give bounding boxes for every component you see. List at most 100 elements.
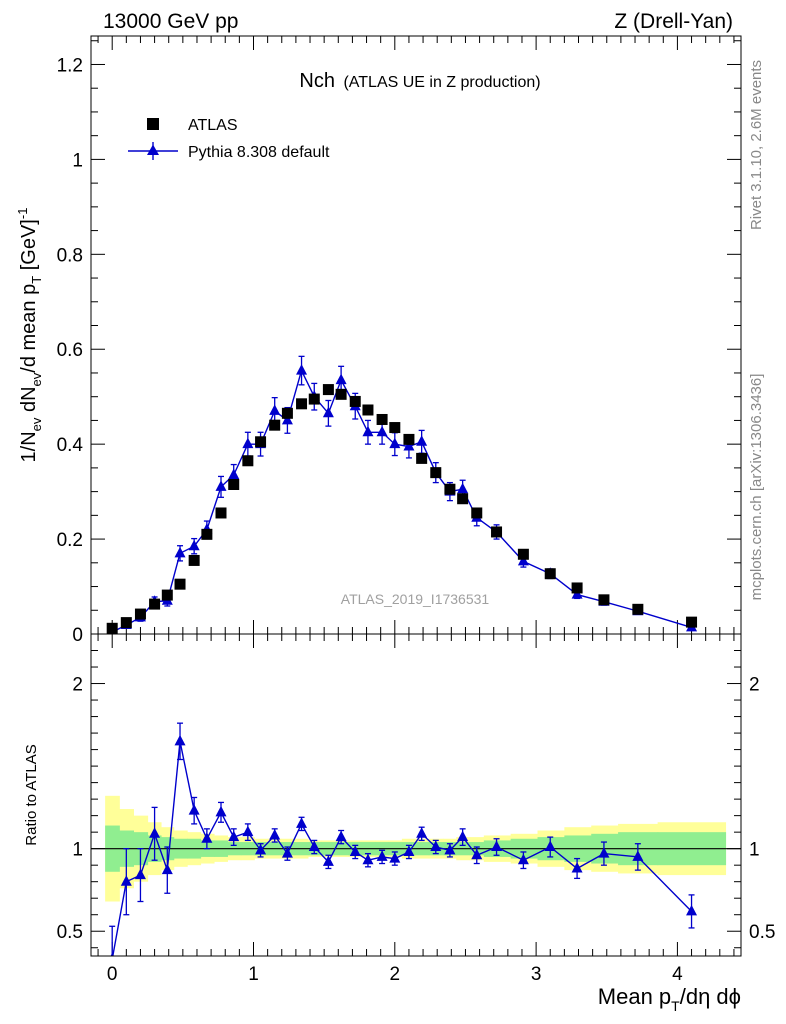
pythia-point [457,482,469,494]
atlas-data-point [349,395,361,407]
legend-label-atlas: ATLAS [188,117,238,134]
pythia-point [335,373,347,385]
atlas-data-point [134,608,146,620]
pythia-point [215,480,227,491]
pythia-point [242,437,254,449]
x-tick-label: 3 [531,964,542,985]
ratio-point [471,848,483,860]
pythia-point [416,435,428,446]
ratio-point [457,830,469,842]
atlas-data-point [471,507,483,519]
ratio-point [430,840,442,852]
atlas-data-point [215,507,227,519]
atlas-data-point [598,594,610,606]
pythia-point [376,425,388,437]
atlas-data-point [457,493,469,505]
atlas-data-point [544,568,556,580]
ratio-point [120,875,132,886]
ratio-point [349,845,361,856]
atlas-data-point [335,388,347,400]
atlas-data-point [269,419,281,431]
ratio-point [322,855,334,866]
ratio-point [389,852,401,863]
ratio-point [149,827,161,838]
ratio-point [335,830,347,842]
ratio-y-tick-label: 0.5 [57,922,83,943]
legend-label-pythia: Pythia 8.308 default [188,144,330,161]
ratio-point [416,827,428,838]
ratio-point [255,843,267,855]
ratio-point [269,828,281,840]
atlas-data-point [632,603,644,615]
pythia-point [517,554,529,566]
atlas-data-point [161,589,173,601]
watermark-label: ATLAS_2019_I1736531 [341,591,490,607]
header-right-label: Z (Drell-Yan) [614,10,733,33]
ratio-point [228,830,240,842]
legend: ATLAS Pythia 8.308 default [128,117,330,161]
ratio-point [444,843,456,855]
ratio-point [544,840,556,852]
ratio-point [161,863,173,875]
atlas-data-point [149,598,161,610]
pythia-point [389,437,401,449]
rivet-version-label: Rivet 3.1.10, 2.6M events [748,60,765,230]
ratio-point [201,832,213,843]
pythia-point [403,440,415,451]
atlas-data-point [376,413,388,425]
atlas-data-point [322,384,334,396]
atlas-data-point [444,483,456,495]
ratio-point [134,868,146,880]
ratio-point [517,853,529,865]
ratio-y-axis-label: Ratio to ATLAS [23,744,40,845]
ratio-point [296,817,308,828]
pythia-point [188,539,200,551]
ratio-point [403,845,415,856]
x-axis-label: Mean pT/dη dϕ [598,984,741,1014]
atlas-data-point [403,433,415,445]
atlas-data-point [106,622,118,634]
ratio-point [362,853,374,865]
ratio-point [110,952,114,956]
legend-marker-atlas [147,118,159,130]
atlas-data-point [362,404,374,416]
atlas-data-point [308,393,320,405]
main-y-tick-label: 0 [72,625,83,646]
atlas-data-point [201,528,213,540]
pythia-point [322,406,334,418]
main-y-tick-label: 0.8 [57,245,83,266]
x-tick-label: 1 [248,964,259,985]
atlas-data-point [416,452,428,464]
plot-title-sub: (ATLAS UE in Z production) [343,74,540,91]
ratio-y-tick-label-right: 0.5 [749,922,775,943]
atlas-data-point [174,578,186,590]
ratio-point [174,734,186,746]
ratio-point [281,847,293,858]
plot-title-main: Nch [299,70,335,92]
ratio-panel: 0.5 0.5 1 1 2 2 0 1 2 3 4 Ratio to ATLAS Mean pT/d… [23,633,775,1014]
atlas-data-point [281,407,293,419]
pythia-point [174,546,186,558]
ratio-point [491,840,503,852]
plot-title: Nch (ATLAS UE in Z production) [299,70,540,92]
ratio-panel-frame [90,633,742,957]
pythia-point [228,468,240,480]
atlas-data-point [242,455,254,467]
ratio-point [598,847,610,858]
ratio-y-tick-label: 2 [72,675,83,696]
main-y-tick-label: 0.6 [57,340,83,361]
atlas-data-point [188,554,200,566]
ratio-y-tick-label-right: 2 [749,675,760,696]
atlas-data-point [491,526,503,538]
main-y-tick-label: 0.4 [57,435,84,456]
x-tick-label: 4 [672,964,683,985]
ratio-point [686,904,698,916]
mcplots-label: mcplots.cern.ch [arXiv:1306.3436] [748,374,765,601]
atlas-data-point [686,616,698,628]
atlas-data-point [517,548,529,560]
main-y-tick-label: 1.2 [57,55,83,76]
ratio-point [242,825,254,837]
x-tick-label: 0 [107,964,118,985]
main-y-tick-label: 0.2 [57,530,83,551]
